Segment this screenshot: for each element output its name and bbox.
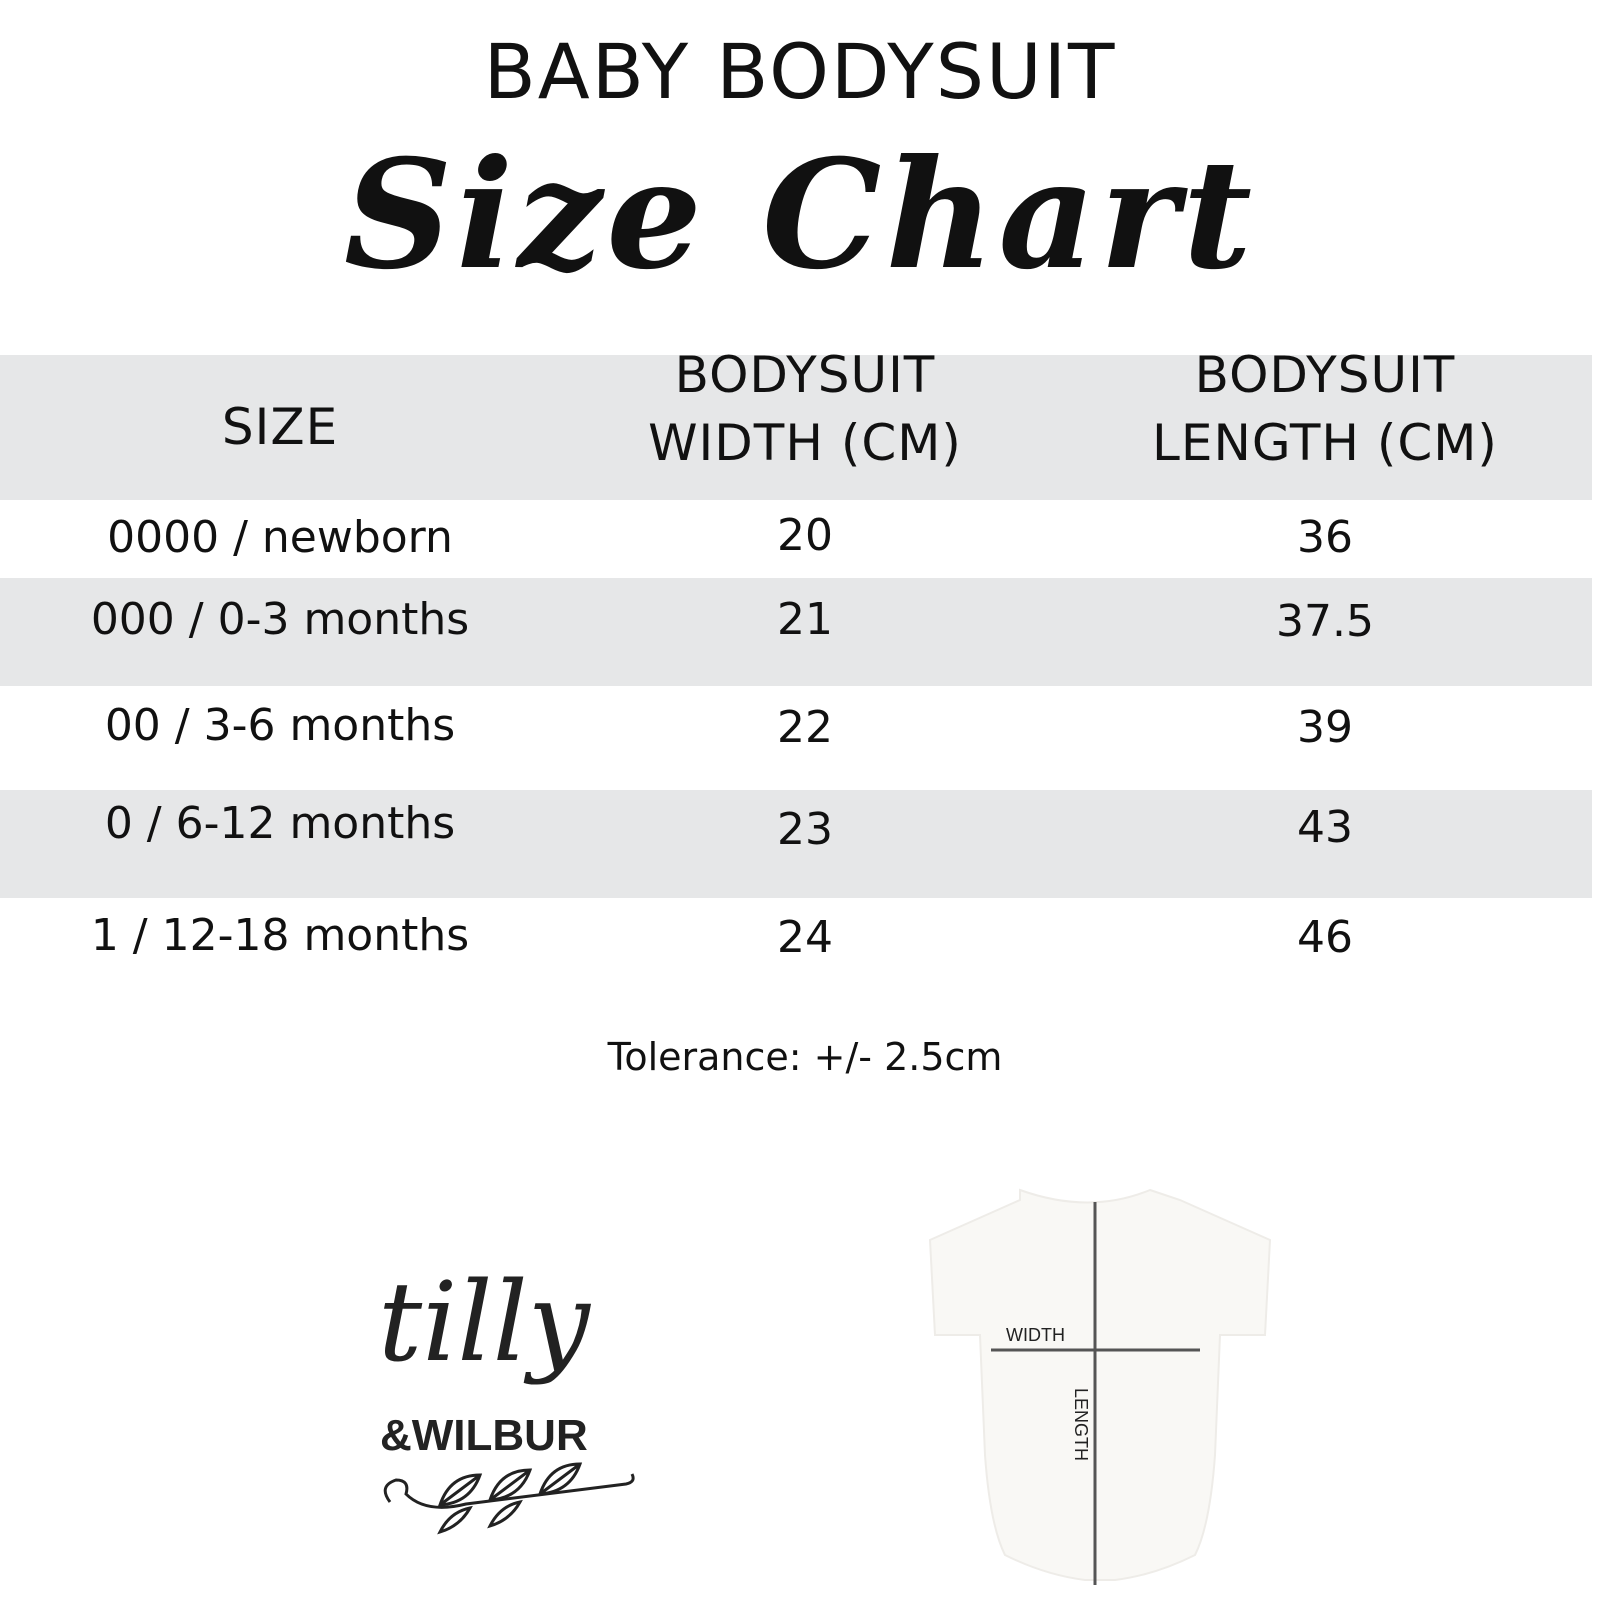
cell-length: 46 bbox=[1297, 912, 1353, 963]
table-header-row: SIZE BODYSUIT WIDTH (CM) BODYSUIT LENGTH… bbox=[0, 346, 1592, 500]
cell-length: 39 bbox=[1297, 702, 1353, 753]
length-label: LENGTH bbox=[1071, 1388, 1091, 1461]
header-size: SIZE bbox=[221, 398, 339, 456]
bodysuit-shape bbox=[928, 1188, 1272, 1581]
header-width-line1: BODYSUIT bbox=[674, 346, 936, 404]
cell-length: 36 bbox=[1297, 512, 1353, 563]
cell-size: 1 / 12-18 months bbox=[90, 910, 470, 961]
cell-length: 43 bbox=[1297, 802, 1353, 853]
header-length-line2: LENGTH (CM) bbox=[1152, 414, 1498, 472]
cell-width: 22 bbox=[777, 702, 833, 753]
table-row: 00 / 3-6 months 22 39 bbox=[0, 686, 1592, 790]
tolerance-note: Tolerance: +/- 2.5cm bbox=[607, 1035, 1003, 1079]
page-title: Size Chart bbox=[343, 127, 1257, 303]
cell-width: 24 bbox=[777, 912, 833, 963]
header-length-line1: BODYSUIT bbox=[1194, 346, 1456, 404]
cell-width: 23 bbox=[777, 804, 833, 855]
table-row: 0000 / newborn 20 36 bbox=[0, 500, 1592, 578]
leaf-vine-icon bbox=[383, 1462, 635, 1535]
page-subtitle: BABY BODYSUIT bbox=[483, 27, 1117, 116]
cell-size: 00 / 3-6 months bbox=[104, 700, 456, 751]
cell-size: 000 / 0-3 months bbox=[90, 594, 470, 645]
cell-size: 0000 / newborn bbox=[107, 512, 453, 563]
cell-width: 21 bbox=[777, 594, 833, 645]
table-row: 0 / 6-12 months 23 43 bbox=[0, 790, 1592, 898]
header-width-line2: WIDTH (CM) bbox=[648, 414, 962, 472]
cell-length: 37.5 bbox=[1276, 596, 1374, 647]
brand-logo: tilly &WILBUR bbox=[378, 1260, 635, 1535]
width-label: WIDTH bbox=[1006, 1325, 1065, 1345]
table-row: 000 / 0-3 months 21 37.5 bbox=[0, 578, 1592, 686]
cell-width: 20 bbox=[777, 510, 833, 561]
logo-main-text: tilly bbox=[378, 1260, 592, 1386]
logo-sub-text: &WILBUR bbox=[380, 1411, 588, 1460]
cell-size: 0 / 6-12 months bbox=[104, 798, 456, 849]
bodysuit-diagram: WIDTH LENGTH bbox=[928, 1188, 1272, 1585]
table-row: 1 / 12-18 months 24 46 bbox=[0, 898, 1592, 998]
